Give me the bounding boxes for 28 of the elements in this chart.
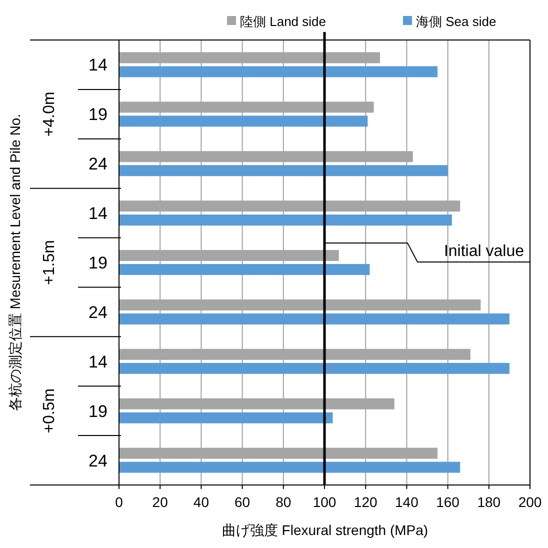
y-tick-label: 14 — [88, 204, 108, 224]
y-tick-label: 24 — [88, 451, 108, 470]
y-tick-label: 14 — [88, 56, 108, 75]
y-tick-label: 24 — [88, 302, 108, 322]
legend-label: 陸側 Land side — [240, 14, 326, 29]
y-tick-label: 19 — [88, 105, 108, 124]
x-axis-title: 曲げ強度 Flexural strength (MPa) — [222, 522, 428, 538]
ref-line-label: Initial value — [444, 243, 524, 260]
x-tick-label: 20 — [152, 494, 168, 510]
x-tick-label: 160 — [436, 494, 460, 510]
y-tick-label: 24 — [88, 154, 108, 174]
text: +4.0m — [41, 92, 58, 137]
x-tick-label: 60 — [234, 494, 250, 510]
x-tick-label: 100 — [312, 494, 336, 510]
y-tick-label: 19 — [88, 402, 108, 421]
x-tick-label: 140 — [395, 494, 419, 510]
y-tick-label: 19 — [88, 254, 108, 272]
x-tick-label: 200 — [518, 494, 542, 510]
x-tick-label: 120 — [354, 494, 378, 510]
x-tick-label: 0 — [115, 494, 124, 510]
y-axis-title: 各杭の測定位置 Mesurement Level and Pile No. — [7, 114, 23, 412]
text: +0.5m — [41, 388, 58, 434]
legend-label: 海側 Sea side — [416, 14, 496, 29]
x-tick-label: 180 — [477, 494, 501, 510]
y-tick-label: 14 — [88, 352, 108, 372]
x-tick-label: 80 — [276, 494, 292, 510]
text: +1.5m — [41, 240, 58, 285]
x-tick-label: 40 — [193, 494, 210, 510]
